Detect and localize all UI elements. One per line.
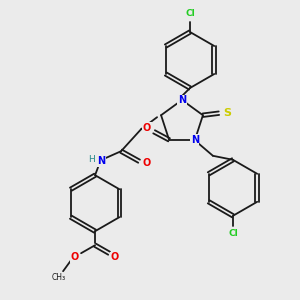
Text: H: H [88, 155, 94, 164]
Text: Cl: Cl [228, 229, 238, 238]
Text: O: O [71, 252, 79, 262]
Text: O: O [143, 123, 151, 133]
Text: S: S [223, 108, 231, 118]
Text: O: O [143, 158, 151, 168]
Text: O: O [111, 252, 119, 262]
Text: CH₃: CH₃ [52, 273, 66, 282]
Text: N: N [97, 156, 105, 166]
Text: Cl: Cl [185, 10, 195, 19]
Text: N: N [191, 135, 199, 145]
Text: N: N [178, 95, 186, 105]
